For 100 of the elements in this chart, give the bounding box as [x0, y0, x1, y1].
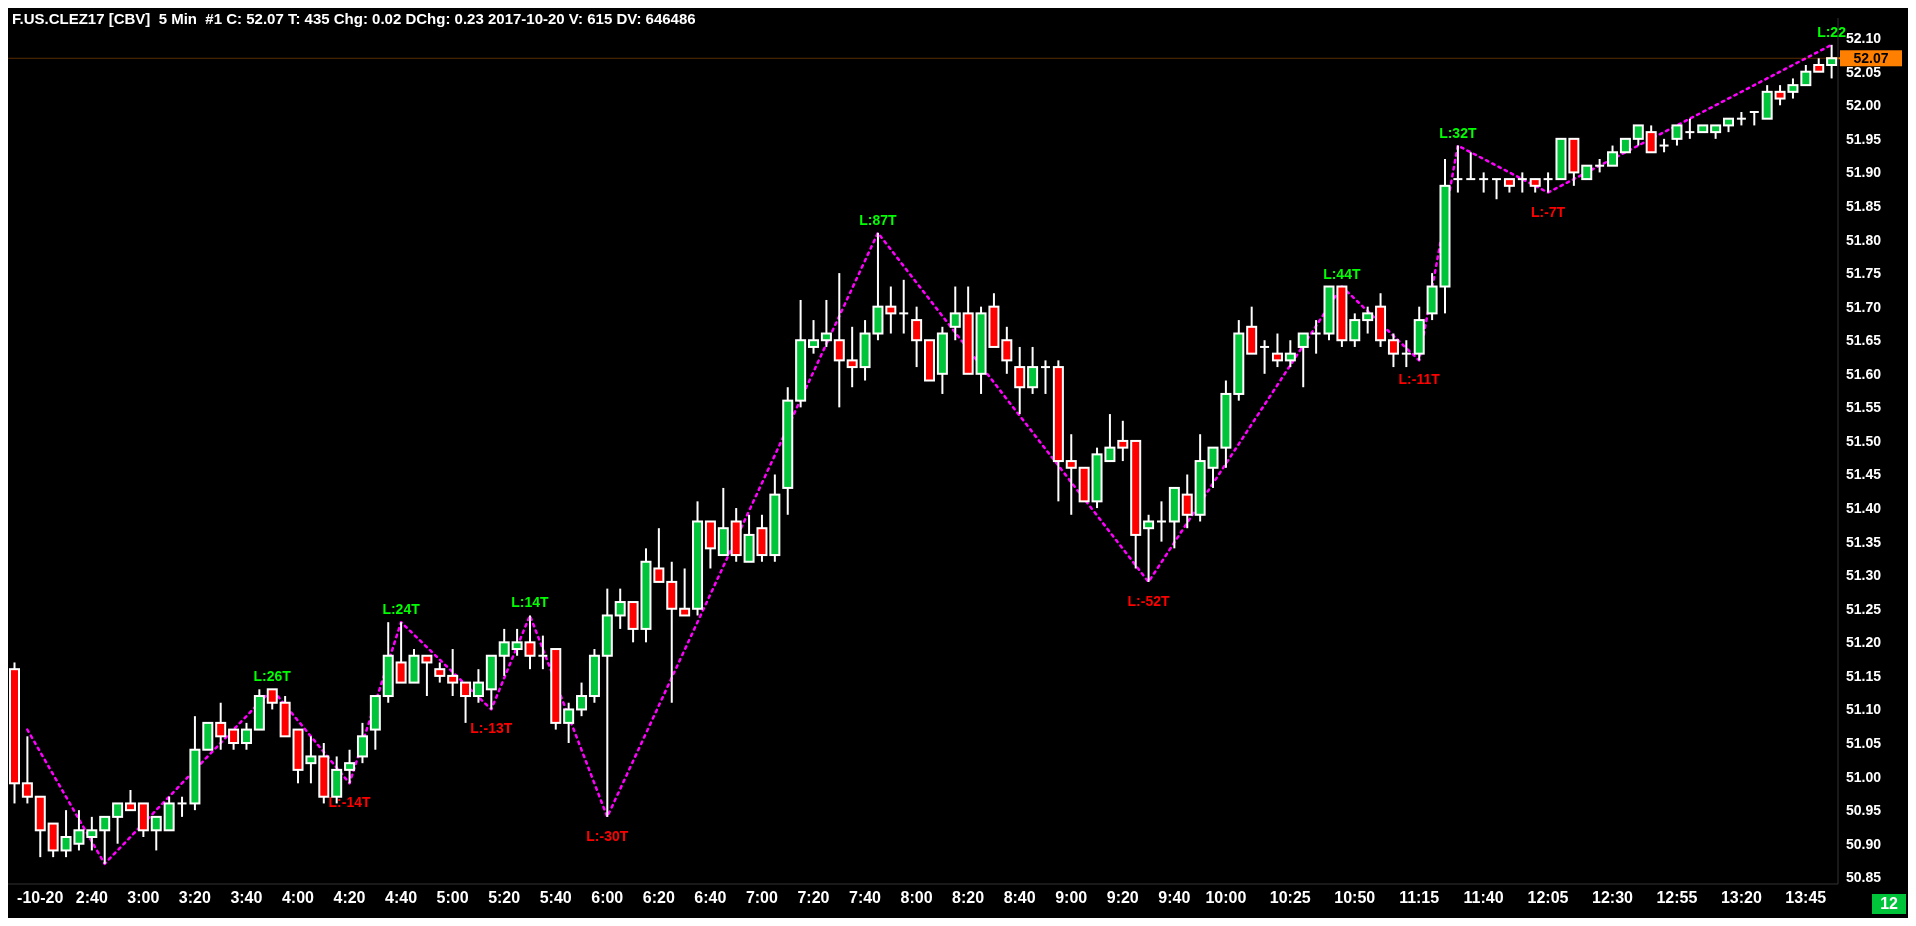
candlestick — [86, 815, 98, 852]
candlestick — [1452, 144, 1464, 194]
candlestick — [1400, 339, 1412, 369]
candlestick — [1014, 345, 1026, 416]
chart-title: F.US.CLEZ17 [CBV] 5 Min #1 C: 52.07 T: 435 Chg: 0.02 DChg: 0.23 2017-10-20 V: 615 DV: 646486 — [12, 10, 696, 27]
x-tick-label: 9:20 — [1106, 889, 1139, 907]
candlestick — [1465, 151, 1477, 181]
x-tick-label: 7:40 — [848, 889, 882, 907]
line-series — [26, 43, 1833, 866]
x-tick-label: 3:40 — [230, 889, 263, 907]
candlestick — [176, 795, 188, 818]
candlestick — [460, 681, 472, 724]
candlestick — [679, 567, 691, 617]
x-tick-label: 3:00 — [127, 889, 160, 907]
candlestick — [1155, 500, 1167, 543]
candlestick — [911, 305, 923, 369]
candlestick — [1349, 312, 1361, 348]
candlestick — [1671, 124, 1683, 147]
candlestick — [1181, 473, 1193, 530]
candlestick — [1632, 124, 1644, 147]
candlestick — [1039, 359, 1051, 395]
candlestick — [1645, 124, 1657, 154]
annotation: L:22 — [1817, 23, 1847, 40]
x-tick-label: 4:20 — [333, 889, 366, 907]
candlestick — [21, 735, 33, 805]
x-tick-label: 4:40 — [385, 889, 418, 907]
candlestick — [266, 688, 278, 711]
y-tick-label: 51.55 — [1846, 399, 1882, 416]
annotation: L:-11T — [1398, 371, 1441, 388]
candlestick — [820, 298, 832, 348]
candlestick — [498, 627, 510, 677]
x-tick-label: 12:05 — [1527, 889, 1569, 907]
candlestick — [563, 701, 575, 745]
y-tick-label: 51.00 — [1846, 768, 1882, 785]
candlestick — [614, 587, 626, 630]
y-tick-label: 51.70 — [1846, 298, 1882, 315]
candlestick — [1800, 63, 1812, 87]
y-tick-label: 51.65 — [1846, 332, 1882, 349]
x-tick-label: 11:40 — [1463, 889, 1504, 907]
candlestick — [1001, 325, 1013, 375]
text: 12 — [1872, 894, 1906, 914]
candlestick — [447, 648, 459, 698]
annotation: L:-52T — [1127, 592, 1170, 609]
annotation: L:-14T — [328, 794, 371, 811]
x-tick-label: -10-20 — [17, 889, 64, 907]
annotation: L:-30T — [586, 827, 629, 844]
y-tick-label: 51.95 — [1846, 130, 1882, 147]
candlestick — [1478, 171, 1490, 194]
candlestick — [808, 319, 820, 355]
annotation: L:-13T — [470, 720, 513, 737]
y-tick-label: 51.90 — [1846, 164, 1882, 181]
candlestick — [1027, 345, 1039, 395]
y-tick-label: 51.45 — [1846, 466, 1882, 483]
candlestick — [1387, 332, 1399, 369]
x-tick-label: 5:20 — [488, 889, 521, 907]
candlestick — [653, 527, 665, 583]
candlestick — [1310, 319, 1322, 355]
y-tick-label: 51.35 — [1846, 533, 1882, 550]
candlestick — [846, 325, 858, 389]
annotation: L:32T — [1439, 124, 1477, 141]
y-tick-label: 52.00 — [1846, 97, 1882, 114]
y-tick-label: 50.90 — [1846, 835, 1882, 852]
candlestick — [1259, 339, 1271, 375]
candlestick — [124, 789, 136, 812]
candlestick — [576, 681, 588, 718]
annotation: L:24T — [382, 601, 421, 618]
y-tick-label: 52.10 — [1846, 30, 1882, 47]
y-tick-label: 51.80 — [1846, 231, 1882, 248]
x-tick-label: 10:25 — [1269, 889, 1311, 907]
candlestick — [1284, 339, 1296, 369]
y-tick-label: 51.25 — [1846, 600, 1882, 617]
y-tick-label: 51.50 — [1846, 432, 1882, 449]
x-tick-label: 7:20 — [797, 889, 830, 907]
candlestick — [1362, 305, 1374, 335]
y-tick-label: 51.20 — [1846, 634, 1882, 651]
candlestick — [215, 701, 227, 751]
candlestick — [434, 661, 446, 684]
candlestick — [537, 634, 549, 671]
annotation: L:-7T — [1530, 203, 1566, 220]
candlestick — [898, 278, 910, 335]
annotation: L:14T — [511, 594, 550, 611]
candlestick — [1542, 171, 1554, 194]
x-tick-label: 8:20 — [952, 889, 985, 907]
x-tick-label: 13:45 — [1785, 889, 1827, 907]
candlestick — [356, 721, 368, 765]
candlestick — [1297, 332, 1309, 389]
candlestick — [1826, 43, 1838, 80]
candlestick — [240, 721, 252, 751]
y-tick-label: 51.75 — [1846, 265, 1882, 282]
x-tick-label: 9:00 — [1055, 889, 1088, 907]
x-tick-label: 6:40 — [694, 889, 727, 907]
x-tick-label: 12:30 — [1592, 889, 1634, 907]
candlestick — [1491, 178, 1503, 201]
x-tick-label: 10:50 — [1334, 889, 1376, 907]
y-tick-label: 51.85 — [1846, 197, 1882, 214]
x-tick-label: 4:00 — [281, 889, 315, 907]
x-tick-label: 7:00 — [745, 889, 779, 907]
x-tick-label: 12:55 — [1656, 889, 1698, 907]
x-tick-label: 5:40 — [539, 889, 572, 907]
x-tick-label: 2:40 — [75, 889, 108, 907]
